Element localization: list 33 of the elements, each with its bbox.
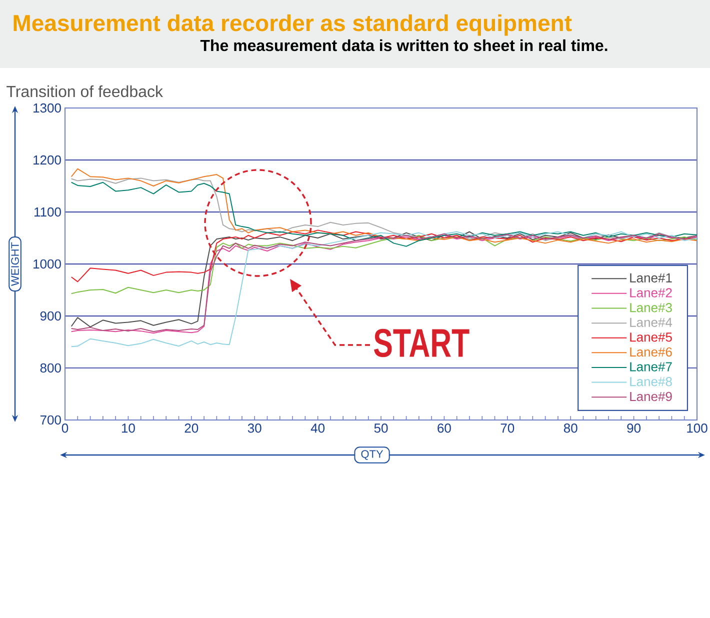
legend-label: Lane#4 [630,318,672,327]
chart-title: Transition of feedback [6,85,164,98]
x-tick-label: 60 [438,424,451,433]
x-tick-label: 70 [500,424,514,433]
x-tick-label: 20 [184,424,198,433]
y-axis-title: WEIGHT [11,242,19,286]
legend-label: Lane#2 [630,288,672,298]
legend-label: Lane#9 [630,392,672,402]
x-tick-label: 30 [248,424,262,433]
legend-label: Lane#5 [630,332,672,342]
x-tick-label: 10 [122,424,135,433]
x-tick-label: 100 [687,424,708,433]
legend-label: Lane#3 [630,303,672,312]
y-tick-label: 900 [40,311,61,321]
text: Measurement data recorder as standard equipment [14,14,572,36]
legend-label: Lane#6 [630,347,672,357]
x-tick-label: 40 [310,424,325,433]
text: The measurement data is written to sheet in real time. [200,39,608,52]
y-tick-label: 1100 [34,207,61,217]
y-tick-label: 1000 [34,259,61,269]
y-tick-label: 1300 [34,103,61,113]
x-axis-title: QTY [361,450,384,460]
legend-label: Lane#1 [630,273,672,282]
legend-label: Lane#8 [630,376,672,386]
y-tick-label: 700 [40,415,61,425]
legend-label: Lane#7 [630,362,672,372]
y-tick-label: 1200 [34,155,61,165]
y-tick-label: 800 [40,363,61,373]
x-tick-label: 90 [627,424,641,433]
x-tick-label: 0 [62,424,68,433]
x-tick-label: 80 [564,424,578,433]
annotation: START [374,328,470,358]
x-tick-label: 50 [374,424,388,433]
